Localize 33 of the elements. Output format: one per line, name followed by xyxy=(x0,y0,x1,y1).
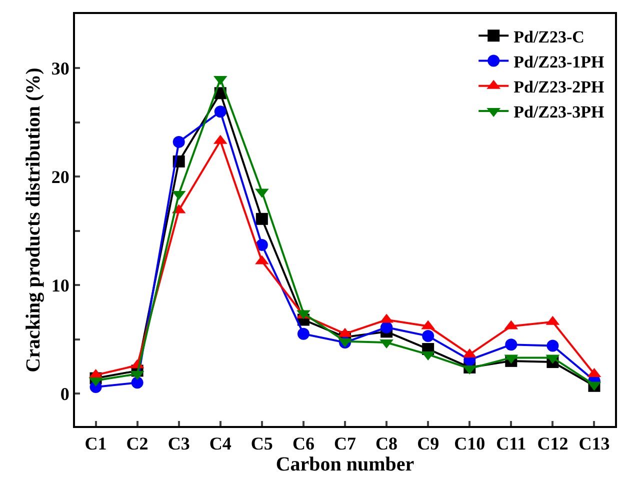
point xyxy=(131,376,144,389)
y-tick-label: 0 xyxy=(60,384,70,404)
point xyxy=(297,328,310,340)
x-tick-label: C9 xyxy=(417,434,440,454)
x-tick-label: C12 xyxy=(537,434,568,454)
legend-label: Pd/Z23-C xyxy=(514,27,584,46)
point xyxy=(172,136,185,148)
point xyxy=(256,212,268,225)
x-tick-label: C8 xyxy=(376,434,398,454)
legend-label: Pd/Z23-2PH xyxy=(514,78,604,96)
x-tick-label: C3 xyxy=(168,434,190,454)
x-tick-label: C7 xyxy=(334,434,356,454)
y-tick-label: 30 xyxy=(51,58,70,79)
point xyxy=(422,330,434,342)
x-tick-label: C10 xyxy=(454,434,486,454)
point xyxy=(214,106,226,118)
legend-label: Pd/Z23-3PH xyxy=(514,102,604,122)
y-tick-label: 10 xyxy=(51,275,70,296)
point xyxy=(546,340,559,352)
x-tick-label: C6 xyxy=(292,434,314,454)
x-tick-label: C5 xyxy=(250,434,273,454)
point xyxy=(256,238,268,251)
x-tick-label: C4 xyxy=(209,434,232,454)
legend-label: Pd/Z23-1PH xyxy=(514,52,604,72)
x-tick-label: C11 xyxy=(496,434,526,454)
y-tick-label: 20 xyxy=(51,166,70,187)
point xyxy=(505,338,518,351)
x-axis-title: Carbon number xyxy=(276,454,414,476)
y-axis-title: Cracking products distribution (%) xyxy=(22,68,44,372)
x-tick-label: C1 xyxy=(84,434,107,454)
point xyxy=(380,321,393,334)
x-tick-label: C2 xyxy=(126,434,148,454)
x-tick-label: C13 xyxy=(578,434,610,454)
